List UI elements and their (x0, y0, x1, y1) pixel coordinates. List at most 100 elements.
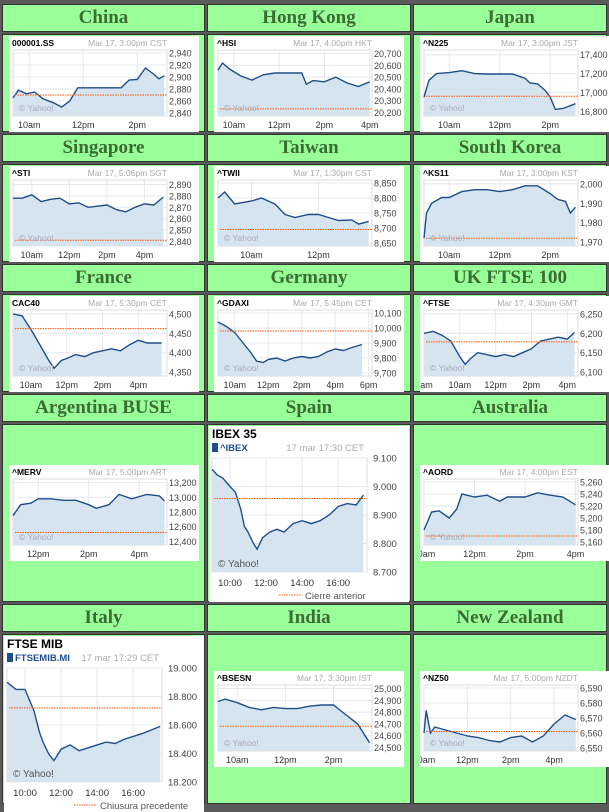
x-tick-label: 10am (20, 380, 43, 390)
stock-chart: ^FTSE Mar 17, 4:30pm GMT 8am 10am 12pm 2pm 4pm… (420, 296, 609, 392)
x-tick-label: 10am (21, 250, 44, 260)
market-title-china: China (2, 4, 205, 32)
y-tick-label: 9,900 (374, 339, 397, 349)
y-tick-label: 17,000 (580, 88, 608, 98)
chart-cell-singapore[interactable]: ^STI Mar 17, 5:06pm SGT 10am 12pm 2pm 4pm 2,84… (2, 164, 205, 262)
timestamp: Mar 17, 3:00pm JST (501, 38, 578, 48)
x-tick-label: 12pm (488, 120, 511, 130)
x-tick-label: 12:00 (49, 788, 73, 799)
y-tick-label: 2,890 (169, 180, 192, 190)
x-tick-label: 10am (438, 120, 461, 130)
index-symbol: ^N225 (423, 38, 449, 48)
legend-swatch (7, 653, 13, 662)
x-tick-label: 4pm (545, 755, 563, 765)
timestamp: Mar 17, 4:30pm GMT (497, 298, 578, 308)
x-tick-label: 10am (420, 755, 435, 765)
price-area (424, 710, 576, 751)
y-tick-label: 6,560 (580, 729, 603, 739)
y-tick-label: 12,800 (169, 508, 197, 518)
stock-chart: ^KS11 Mar 17, 3:00pm KST 10am 12pm 2pm 1,970 1… (420, 166, 609, 262)
x-tick-label: 14:00 (290, 578, 314, 589)
x-tick-label: 2pm (541, 250, 559, 260)
chart-cell-uk[interactable]: ^FTSE Mar 17, 4:30pm GMT 8am 10am 12pm 2pm 4pm… (413, 294, 609, 392)
index-symbol: ^HSI (217, 38, 236, 48)
market-title-india: India (207, 604, 411, 632)
copyright: © Yahoo! (218, 559, 259, 570)
x-tick-label: 10am (223, 380, 246, 390)
chart-cell-spain[interactable]: IBEX 35 ^IBEX 17 mar 17:30 CET 10:00 12:00 14… (207, 424, 411, 602)
chart-cell-italy[interactable]: FTSE MIB FTSEMIB.MI 17 mar 17:29 CET 10:00 1… (2, 634, 205, 812)
stock-chart: ^NZ50 Mar 17, 5:00pm NZDT 10am 12pm 2pm 4pm 6,… (420, 671, 609, 767)
stock-chart: ^BSESN Mar 17, 3:30pm IST 10am 12pm 2pm 24,50… (214, 671, 404, 767)
y-tick-label: 17,200 (580, 69, 608, 79)
chart-cell-japan[interactable]: ^N225 Mar 17, 3:00pm JST 10am 12pm 2pm 16,800… (413, 34, 609, 132)
legend-label: Cierre anterior (305, 591, 366, 602)
y-tick-label: 6,250 (580, 309, 603, 319)
y-tick-label: 8,850 (374, 179, 397, 189)
market-title-spain: Spain (207, 394, 411, 422)
index-title: FTSE MIB (7, 637, 63, 651)
market-title-hong-kong: Hong Kong (207, 4, 411, 32)
price-area (218, 192, 369, 246)
y-tick-label: 5,240 (580, 490, 603, 500)
price-area (424, 331, 575, 376)
chart-cell-argentina[interactable]: ^MERV Mar 17, 5:00pm ART 12pm 2pm 4pm 12,400 1… (2, 424, 205, 602)
copyright: © Yahoo! (224, 233, 259, 243)
y-tick-label: 18.400 (168, 749, 197, 760)
x-tick-label: 6pm (360, 380, 378, 390)
x-tick-label: 2pm (325, 755, 343, 765)
x-tick-label: 10am (18, 120, 41, 130)
y-tick-label: 13,000 (169, 493, 197, 503)
y-tick-label: 17,400 (580, 50, 608, 60)
x-tick-label: 10am (226, 755, 249, 765)
price-area (218, 322, 362, 376)
chart-cell-china[interactable]: 000001.SS Mar 17, 3:00pm CST 10am 12pm 2pm 2,… (2, 34, 205, 132)
y-tick-label: 5,220 (580, 502, 603, 512)
price-area (218, 63, 370, 116)
chart-cell-south-korea[interactable]: ^KS11 Mar 17, 3:00pm KST 10am 12pm 2pm 1,970 1… (413, 164, 609, 262)
x-tick-label: 8am (420, 380, 433, 390)
y-tick-label: 4,350 (169, 368, 192, 378)
x-tick-label: 2pm (293, 380, 311, 390)
y-tick-label: 10,000 (374, 324, 402, 334)
chart-cell-india[interactable]: ^BSESN Mar 17, 3:30pm IST 10am 12pm 2pm 24,50… (207, 634, 411, 804)
price-line (423, 492, 576, 531)
index-title: IBEX 35 (212, 427, 257, 441)
chart-cell-hong-kong[interactable]: ^HSI Mar 17, 4:00pm HKT 10am 12pm 2pm 4pm 20,2… (207, 34, 411, 132)
x-tick-label: 10am (438, 250, 461, 260)
chart-cell-new-zealand[interactable]: ^NZ50 Mar 17, 5:00pm NZDT 10am 12pm 2pm 4pm 6,… (413, 634, 609, 804)
y-tick-label: 6,590 (580, 684, 603, 694)
stock-chart: ^N225 Mar 17, 3:00pm JST 10am 12pm 2pm 16,800… (420, 36, 609, 132)
x-tick-label: 4pm (136, 250, 154, 260)
market-title-new-zealand: New Zealand (413, 604, 607, 632)
y-tick-label: 20,600 (374, 61, 402, 71)
copyright: © Yahoo! (430, 738, 465, 748)
chart-cell-taiwan[interactable]: ^TWII Mar 17, 1:30pm CST 10am 12pm 8,650 8,70… (207, 164, 411, 262)
x-tick-label: 2pm (316, 120, 334, 130)
copyright: © Yahoo! (224, 363, 259, 373)
chart-cell-germany[interactable]: ^GDAXI Mar 17, 5:45pm CET 10am 12pm 2pm 4pm 6p… (207, 294, 411, 392)
copyright: © Yahoo! (19, 103, 54, 113)
y-tick-label: 12,600 (169, 522, 197, 532)
x-tick-label: 16:00 (121, 788, 145, 799)
y-tick-label: 2,850 (169, 226, 192, 236)
y-tick-label: 12,400 (169, 537, 197, 547)
index-symbol: ^TWII (217, 168, 240, 178)
timestamp: Mar 17, 3:00pm CST (88, 38, 167, 48)
price-line (12, 313, 162, 370)
index-symbol: CAC40 (12, 298, 40, 308)
market-title-taiwan: Taiwan (207, 134, 411, 162)
x-tick-label: 4pm (558, 380, 576, 390)
copyright: © Yahoo! (430, 532, 465, 542)
y-tick-label: 8.900 (373, 511, 397, 522)
index-symbol: 000001.SS (12, 38, 54, 48)
y-tick-label: 20,400 (374, 84, 402, 94)
x-tick-label: 10am (420, 549, 435, 559)
x-tick-label: 10:00 (218, 578, 242, 589)
y-tick-label: 1,980 (580, 218, 603, 228)
x-tick-label: 12pm (484, 380, 507, 390)
y-tick-label: 16,800 (580, 107, 608, 117)
chart-cell-france[interactable]: CAC40 Mar 17, 5:30pm CET 10am 12pm 2pm 4pm 4,3… (2, 294, 205, 392)
price-area (424, 70, 576, 116)
